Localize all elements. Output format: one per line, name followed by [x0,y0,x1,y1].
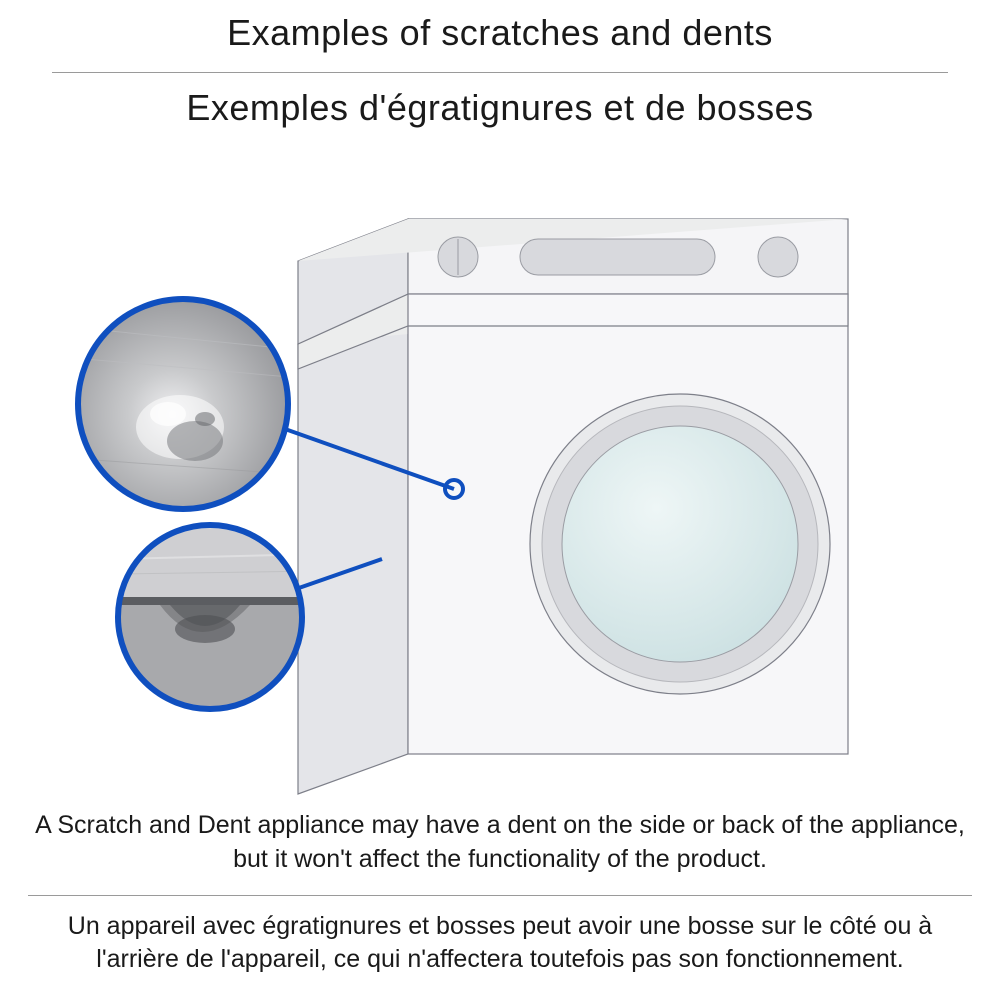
callout-dent [78,299,290,509]
callout-scratch [118,525,320,715]
control-display [520,239,715,275]
appliance-diagram [0,159,1000,809]
door-glass [562,426,798,662]
description-french: Un appareil avec égratignures et bosses … [24,896,976,978]
title-english: Examples of scratches and dents [0,12,1000,72]
title-french: Exemples d'égratignures et de bosses [0,73,1000,129]
control-knob-right [758,237,798,277]
appliance-side [298,294,408,794]
description-english: A Scratch and Dent appliance may have a … [24,809,976,895]
